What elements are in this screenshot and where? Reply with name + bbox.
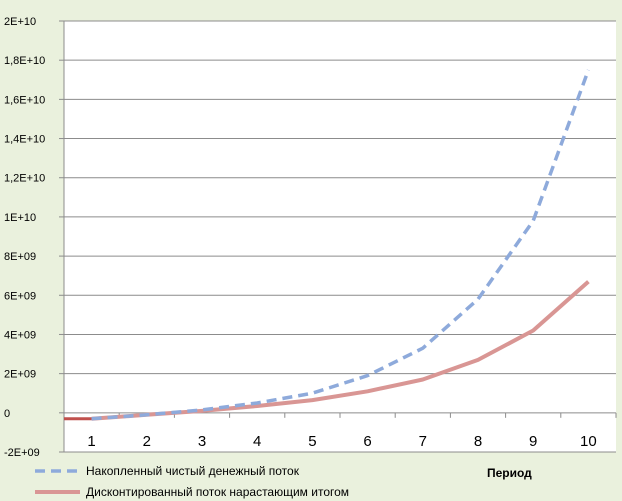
y-tick-label: 1E+10 (4, 212, 36, 224)
series-layer (64, 69, 591, 421)
y-tick-label: 2E+10 (4, 16, 36, 28)
x-tick-label: 7 (419, 433, 427, 450)
x-tick-label: 3 (198, 433, 206, 450)
gridlines (63, 20, 616, 453)
plot-area (64, 21, 616, 452)
y-tick-label: 0 (4, 408, 10, 420)
y-tick-label: 1,8E+10 (4, 55, 45, 67)
x-tick-label: 8 (474, 433, 482, 450)
plot-background (64, 21, 616, 452)
y-tick-label: 4E+09 (4, 329, 36, 341)
x-tick-label: 4 (253, 433, 261, 450)
x-tick-label: 10 (580, 433, 597, 450)
y-tick-label: 8E+09 (4, 251, 36, 263)
y-tick-label: 1,2E+10 (4, 173, 45, 185)
series-line-cumulative-net (91, 69, 591, 421)
y-tick-label: 2E+09 (4, 369, 36, 381)
legend: Накопленный чистый денежный поток Дискон… (35, 464, 349, 499)
y-tick-label: 1,4E+10 (4, 134, 45, 146)
x-tick-label: 9 (529, 433, 537, 450)
y-tick-label: 6E+09 (4, 290, 36, 302)
y-axis-ticks: -2E+09 0 2E+09 4E+09 6E+09 8E+09 1E+10 1,2E+10 1… (4, 16, 64, 459)
legend-label-discounted: Дисконтированный поток нарастающим итого… (86, 485, 349, 499)
x-tick-label: 6 (363, 433, 371, 450)
legend-label-cumulative-net: Накопленный чистый денежный поток (86, 464, 300, 478)
x-tick-label: 1 (87, 433, 95, 450)
x-tick-label: 5 (308, 433, 316, 450)
y-tick-label: -2E+09 (4, 447, 40, 459)
x-axis-ticks: 1 2 3 4 5 6 7 8 9 10 (63, 412, 617, 450)
y-tick-label: 1,6E+10 (4, 94, 45, 106)
x-axis-title: Период (487, 466, 532, 480)
x-tick-label: 2 (143, 433, 151, 450)
